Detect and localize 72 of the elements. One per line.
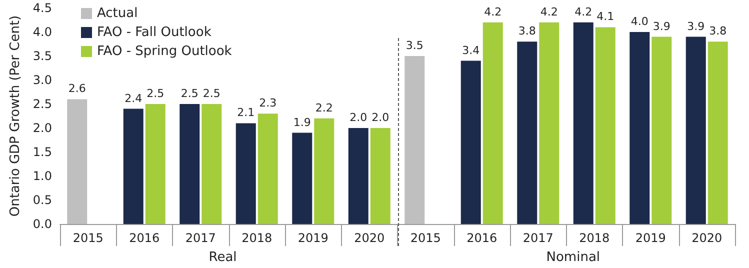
data-label: 2.2: [315, 101, 333, 114]
y-tick-label: 1.5: [32, 145, 52, 159]
data-label: 2.6: [68, 82, 86, 96]
y-tick-label: 2.0: [32, 121, 52, 135]
bar: [708, 42, 728, 224]
y-tick-label: 0.5: [32, 193, 52, 207]
x-tick-label: 2015: [410, 231, 441, 245]
bar: [67, 99, 88, 224]
y-tick-label: 3.0: [32, 73, 52, 87]
data-label: 2.3: [259, 96, 277, 110]
x-tick-label: 2016: [466, 231, 498, 245]
bar: [686, 36, 706, 224]
data-label: 4.2: [484, 5, 502, 18]
data-label: 2.5: [146, 87, 164, 100]
data-label: 3.9: [652, 20, 670, 33]
bar: [573, 22, 594, 224]
y-tick-label: 0.0: [32, 217, 52, 231]
bar: [404, 56, 425, 224]
x-tick-label: 2015: [72, 231, 104, 245]
bar: [258, 114, 278, 224]
data-label: 4.2: [574, 5, 592, 18]
data-label: 2.0: [372, 111, 390, 124]
bar: [348, 128, 368, 224]
x-tick-label: 2018: [242, 231, 272, 245]
bar: [202, 104, 222, 224]
bar: [180, 104, 200, 224]
data-label: 3.8: [518, 24, 536, 38]
x-tick-label: 2017: [185, 231, 216, 245]
legend-label: FAO - Spring Outlook: [97, 44, 232, 59]
data-label: 3.5: [406, 39, 424, 52]
text: Nominal: [546, 250, 600, 265]
data-label: 4.1: [596, 10, 614, 24]
data-label: 1.9: [293, 116, 311, 129]
bar: [236, 123, 256, 224]
x-tick-label: 2019: [298, 231, 328, 245]
legend-label: Actual: [97, 6, 138, 21]
bar: [292, 132, 312, 224]
data-label: 4.0: [630, 15, 648, 28]
data-label: 3.9: [687, 20, 705, 33]
x-tick-label: 2019: [635, 231, 666, 245]
data-label: 4.2: [540, 5, 558, 18]
y-tick-label: 1.0: [32, 169, 52, 183]
bar: [370, 128, 390, 224]
y-axis-title: Ontario GDP Growth (Per Cent): [8, 15, 24, 217]
x-tick-label: 2016: [129, 231, 160, 245]
bar: [482, 22, 503, 224]
bar: [652, 36, 672, 224]
x-tick-label: 2020: [354, 231, 385, 245]
data-label: 3.4: [462, 44, 480, 57]
bar: [539, 22, 560, 224]
text: Real: [208, 250, 237, 265]
x-tick-label: 2020: [692, 231, 722, 245]
bar: [123, 108, 144, 224]
x-tick-label: 2018: [579, 231, 610, 245]
y-tick-label: 3.5: [32, 49, 52, 63]
bar: [145, 104, 166, 224]
data-label: 2.5: [202, 87, 220, 100]
legend-label: FAO - Fall Outlook: [97, 25, 212, 40]
bar: [460, 60, 481, 224]
data-label: 2.0: [350, 111, 368, 124]
bar: [517, 42, 538, 224]
data-label: 2.5: [180, 87, 198, 100]
y-tick-label: 4.0: [32, 25, 52, 39]
data-label: 2.1: [237, 106, 255, 120]
x-tick-label: 2017: [522, 231, 554, 245]
bar: [314, 118, 334, 224]
data-label: 2.4: [124, 92, 142, 105]
bar: [630, 32, 650, 224]
data-label: 3.8: [709, 24, 727, 38]
bar: [595, 27, 616, 224]
y-tick-label: 2.5: [32, 97, 52, 111]
y-tick-label: 4.5: [32, 1, 52, 15]
